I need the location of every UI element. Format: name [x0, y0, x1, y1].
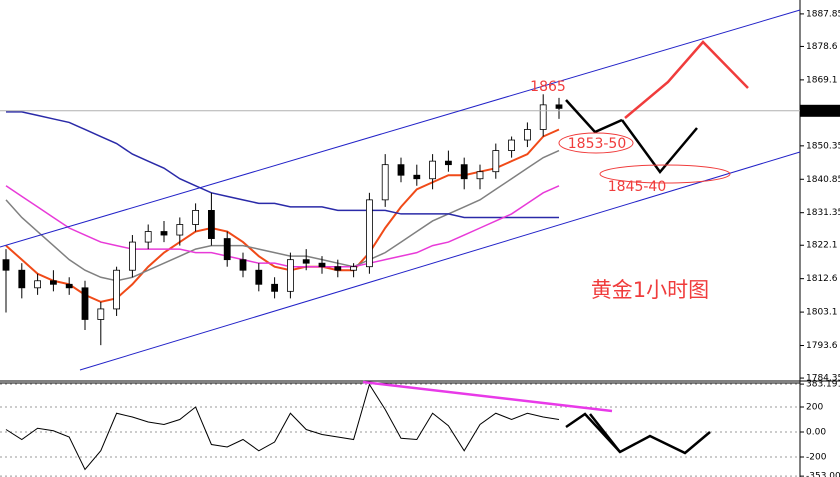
candle-body — [128, 241, 136, 271]
candle-body — [192, 210, 200, 225]
candle-body — [555, 104, 563, 109]
projection-arrows — [362, 40, 749, 455]
y-tick-label: 1831.35 — [806, 208, 840, 218]
arrow — [589, 413, 621, 453]
target-ellipse — [558, 132, 634, 154]
y-tick-label: 383.1918 — [806, 380, 840, 390]
y-tick-label: -200 — [806, 453, 827, 463]
price-plot — [0, 94, 800, 477]
channel-lower — [79, 151, 801, 371]
candle-body — [2, 259, 10, 271]
candle-body — [160, 231, 168, 236]
candle-body — [381, 164, 389, 201]
candle-body — [476, 171, 484, 180]
y-tick-label: 1822.1 — [806, 241, 838, 251]
candle-body — [444, 160, 452, 166]
candle-body — [413, 174, 421, 180]
candle-body — [539, 104, 547, 130]
channel-upper — [0, 9, 801, 248]
y-tick-label: 1784.35 — [806, 374, 840, 384]
y-tick-label: -353.007 — [806, 472, 840, 477]
candle-body — [113, 269, 120, 310]
candle-body — [223, 238, 231, 261]
y-tick-label: 1812.6 — [806, 274, 838, 284]
chart-title: 黄金1小时图 — [591, 278, 709, 302]
candle-body — [97, 308, 105, 320]
y-tick-label: 1869.1 — [806, 75, 838, 85]
y-tick-label: 1840.85 — [806, 175, 840, 185]
indicator-line — [5, 383, 560, 471]
y-tick-label: 1850.35 — [806, 141, 840, 151]
arrow — [565, 99, 623, 134]
candle-body — [318, 262, 326, 268]
candle-body — [350, 266, 358, 271]
y-tick-label: 1887.85 — [806, 9, 840, 19]
y-tick-label: 1878.6 — [806, 42, 838, 52]
candle-body — [255, 269, 263, 285]
y-tick-label: 0.00 — [806, 428, 826, 438]
candle-body — [176, 224, 184, 236]
candle-body — [144, 231, 152, 243]
candle-body — [429, 160, 437, 180]
y-tick-label: 200 — [806, 403, 823, 413]
candle-body — [334, 266, 342, 271]
candle-body — [492, 150, 500, 173]
current-price-label: 1860.31 — [804, 106, 840, 116]
annotation: 1845-40 — [608, 179, 667, 195]
moving-average — [5, 149, 560, 282]
y-tick-label: 1803.1 — [806, 308, 838, 318]
arrow — [362, 380, 613, 413]
candle-body — [365, 199, 373, 268]
candle-body — [81, 287, 89, 320]
candle-body — [34, 280, 41, 289]
candle-body — [524, 129, 531, 141]
candle-body — [65, 283, 73, 289]
y-tick-label: 1793.6 — [806, 341, 838, 351]
arrow — [624, 40, 749, 119]
candle-body — [397, 164, 405, 176]
candle-body — [508, 139, 516, 151]
annotation: 1865 — [530, 79, 566, 95]
candle-body — [286, 259, 294, 292]
candle-body — [460, 164, 468, 180]
moving-average — [6, 111, 559, 219]
target-ellipse — [599, 164, 731, 184]
candle-body — [207, 210, 215, 239]
arrow — [620, 119, 698, 175]
current-price-box — [800, 104, 840, 117]
moving-average — [5, 185, 560, 268]
candle-body — [18, 269, 26, 289]
candle-body — [239, 259, 247, 271]
candle-body — [302, 259, 310, 264]
candle-body — [50, 280, 57, 285]
annotation: 1853-50 — [568, 136, 627, 152]
candle-body — [271, 283, 279, 292]
arrow — [565, 412, 711, 455]
